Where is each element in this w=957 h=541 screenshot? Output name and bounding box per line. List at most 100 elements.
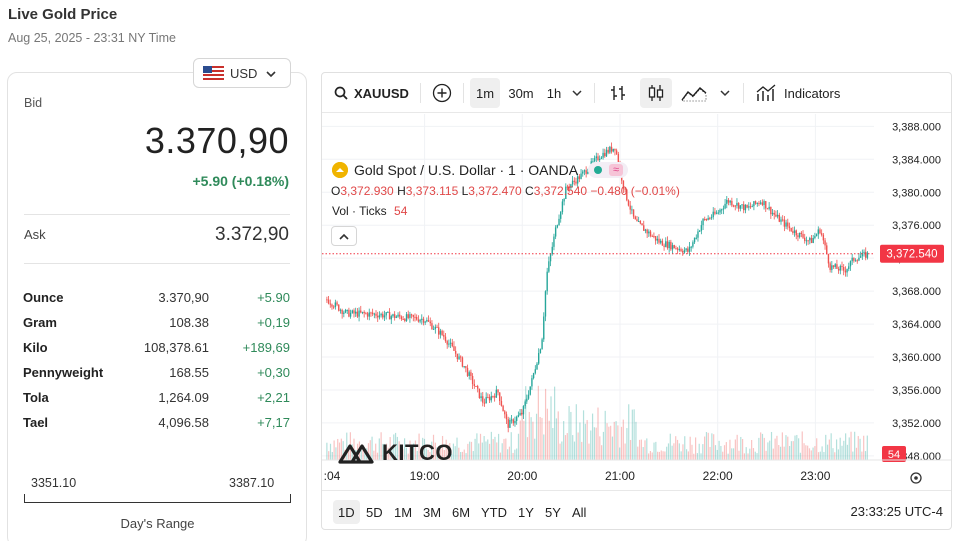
volume-bar: [662, 451, 664, 460]
candle-body: [820, 233, 823, 235]
close-value: 3,372.540: [533, 184, 588, 198]
chart-canvas[interactable]: 3,388.000 3,384.000 3,380.000 3,376.000 3,37…: [322, 114, 952, 490]
unit-price: 108,378.61: [143, 340, 209, 355]
candle-body: [475, 385, 477, 387]
volume-bar: [808, 448, 811, 460]
candle-body: [765, 201, 767, 209]
candle-body: [387, 312, 389, 314]
candle-body: [541, 339, 543, 350]
volume-bar: [807, 445, 809, 460]
candle-body: [400, 316, 403, 320]
candles-chart-type-button[interactable]: [640, 78, 672, 108]
candle-body: [343, 312, 345, 314]
range-6m[interactable]: 6M: [452, 504, 471, 520]
volume-bar: [534, 438, 536, 460]
area-chart-type-button[interactable]: [678, 78, 710, 108]
volume-bar: [487, 439, 489, 460]
volume-value: 54: [394, 204, 408, 218]
candle-body: [573, 180, 575, 182]
currency-select[interactable]: USD: [193, 58, 291, 88]
volume-bar: [841, 445, 843, 460]
candle-body: [532, 373, 535, 379]
price-chart-svg[interactable]: 3,388.000 3,384.000 3,380.000 3,376.000 3,37…: [322, 114, 952, 490]
candle-body: [329, 303, 331, 305]
volume-bar: [828, 439, 830, 460]
volume-bar: [852, 451, 854, 460]
candle-body: [414, 316, 416, 318]
volume-bar: [745, 447, 747, 460]
volume-bar: [861, 451, 863, 460]
volume-bar: [532, 421, 534, 460]
range-1d[interactable]: 1D: [333, 500, 360, 524]
indicators-button[interactable]: Indicators: [752, 78, 852, 108]
range-all[interactable]: All: [572, 504, 587, 520]
volume-bar: [501, 443, 503, 460]
volume-bar: [418, 433, 420, 460]
volume-bar: [476, 433, 478, 460]
candle-body: [704, 218, 706, 220]
candle-body: [407, 314, 409, 318]
interval-1m[interactable]: 1m: [470, 78, 500, 108]
volume-bar: [803, 443, 805, 460]
volume-bar: [396, 436, 398, 460]
volume-bar: [369, 440, 371, 460]
candle-body: [749, 206, 752, 208]
candle-body: [471, 375, 474, 385]
candle-body: [370, 312, 372, 314]
kitco-logo-icon: [338, 442, 378, 464]
candle-body: [592, 161, 594, 163]
gold-coin-icon: [332, 162, 348, 178]
volume-bar: [620, 426, 623, 460]
candle-body: [780, 219, 782, 222]
range-ytd[interactable]: YTD: [481, 504, 507, 520]
candle-body: [587, 171, 589, 174]
collapse-legend-button[interactable]: [331, 226, 357, 246]
interval-30m[interactable]: 30m: [508, 85, 534, 101]
candle-body: [754, 201, 757, 204]
bid-price: 3.370,90: [144, 120, 289, 161]
volume-bar: [845, 433, 847, 460]
candle-body: [671, 245, 674, 250]
volume-bar: [413, 443, 415, 460]
candle-body: [537, 353, 540, 364]
candle-body: [510, 419, 513, 421]
volume-bar: [326, 442, 328, 460]
candle-body: [656, 238, 659, 241]
compare-symbol-button[interactable]: [428, 78, 456, 108]
volume-bar: [642, 447, 644, 460]
interval-dropdown[interactable]: [568, 78, 586, 108]
volume-bar: [801, 431, 803, 460]
chart-clock[interactable]: 23:33:25 UTC-4: [850, 504, 944, 519]
volume-bar: [622, 419, 624, 460]
volume-bar: [563, 421, 565, 460]
ask-price: 3.372,90: [215, 224, 289, 245]
candle-body: [393, 314, 396, 318]
market-status-pill[interactable]: ≈: [588, 162, 629, 178]
bar-chart-type-button[interactable]: [604, 78, 632, 108]
candle-body: [626, 189, 628, 201]
range-1y[interactable]: 1Y: [518, 504, 534, 520]
page-date: Aug 25, 2025 - 23:31 NY Time: [8, 31, 176, 45]
last-price-tag: [880, 244, 944, 263]
volume-bar: [407, 453, 409, 460]
candle-body: [697, 231, 699, 238]
candle-body: [499, 392, 501, 401]
volume-bar: [619, 447, 621, 460]
candle-body: [790, 227, 792, 232]
candle-body: [646, 229, 648, 234]
volume-bar: [535, 413, 538, 460]
range-3m[interactable]: 3M: [423, 504, 442, 520]
candle-body: [378, 315, 381, 318]
candle-body: [395, 316, 398, 318]
range-5y[interactable]: 5Y: [545, 504, 561, 520]
interval-1h[interactable]: 1h: [546, 85, 562, 101]
chart-type-dropdown[interactable]: [716, 78, 734, 108]
volume-bar: [648, 453, 650, 460]
volume-bar: [741, 439, 744, 460]
range-1m[interactable]: 1M: [394, 504, 413, 520]
volume-bar: [526, 437, 529, 460]
symbol-search-button[interactable]: XAUUSD: [330, 78, 414, 108]
candle-body: [365, 313, 367, 315]
open-label: O: [331, 184, 341, 198]
range-5d[interactable]: 5D: [366, 504, 383, 520]
